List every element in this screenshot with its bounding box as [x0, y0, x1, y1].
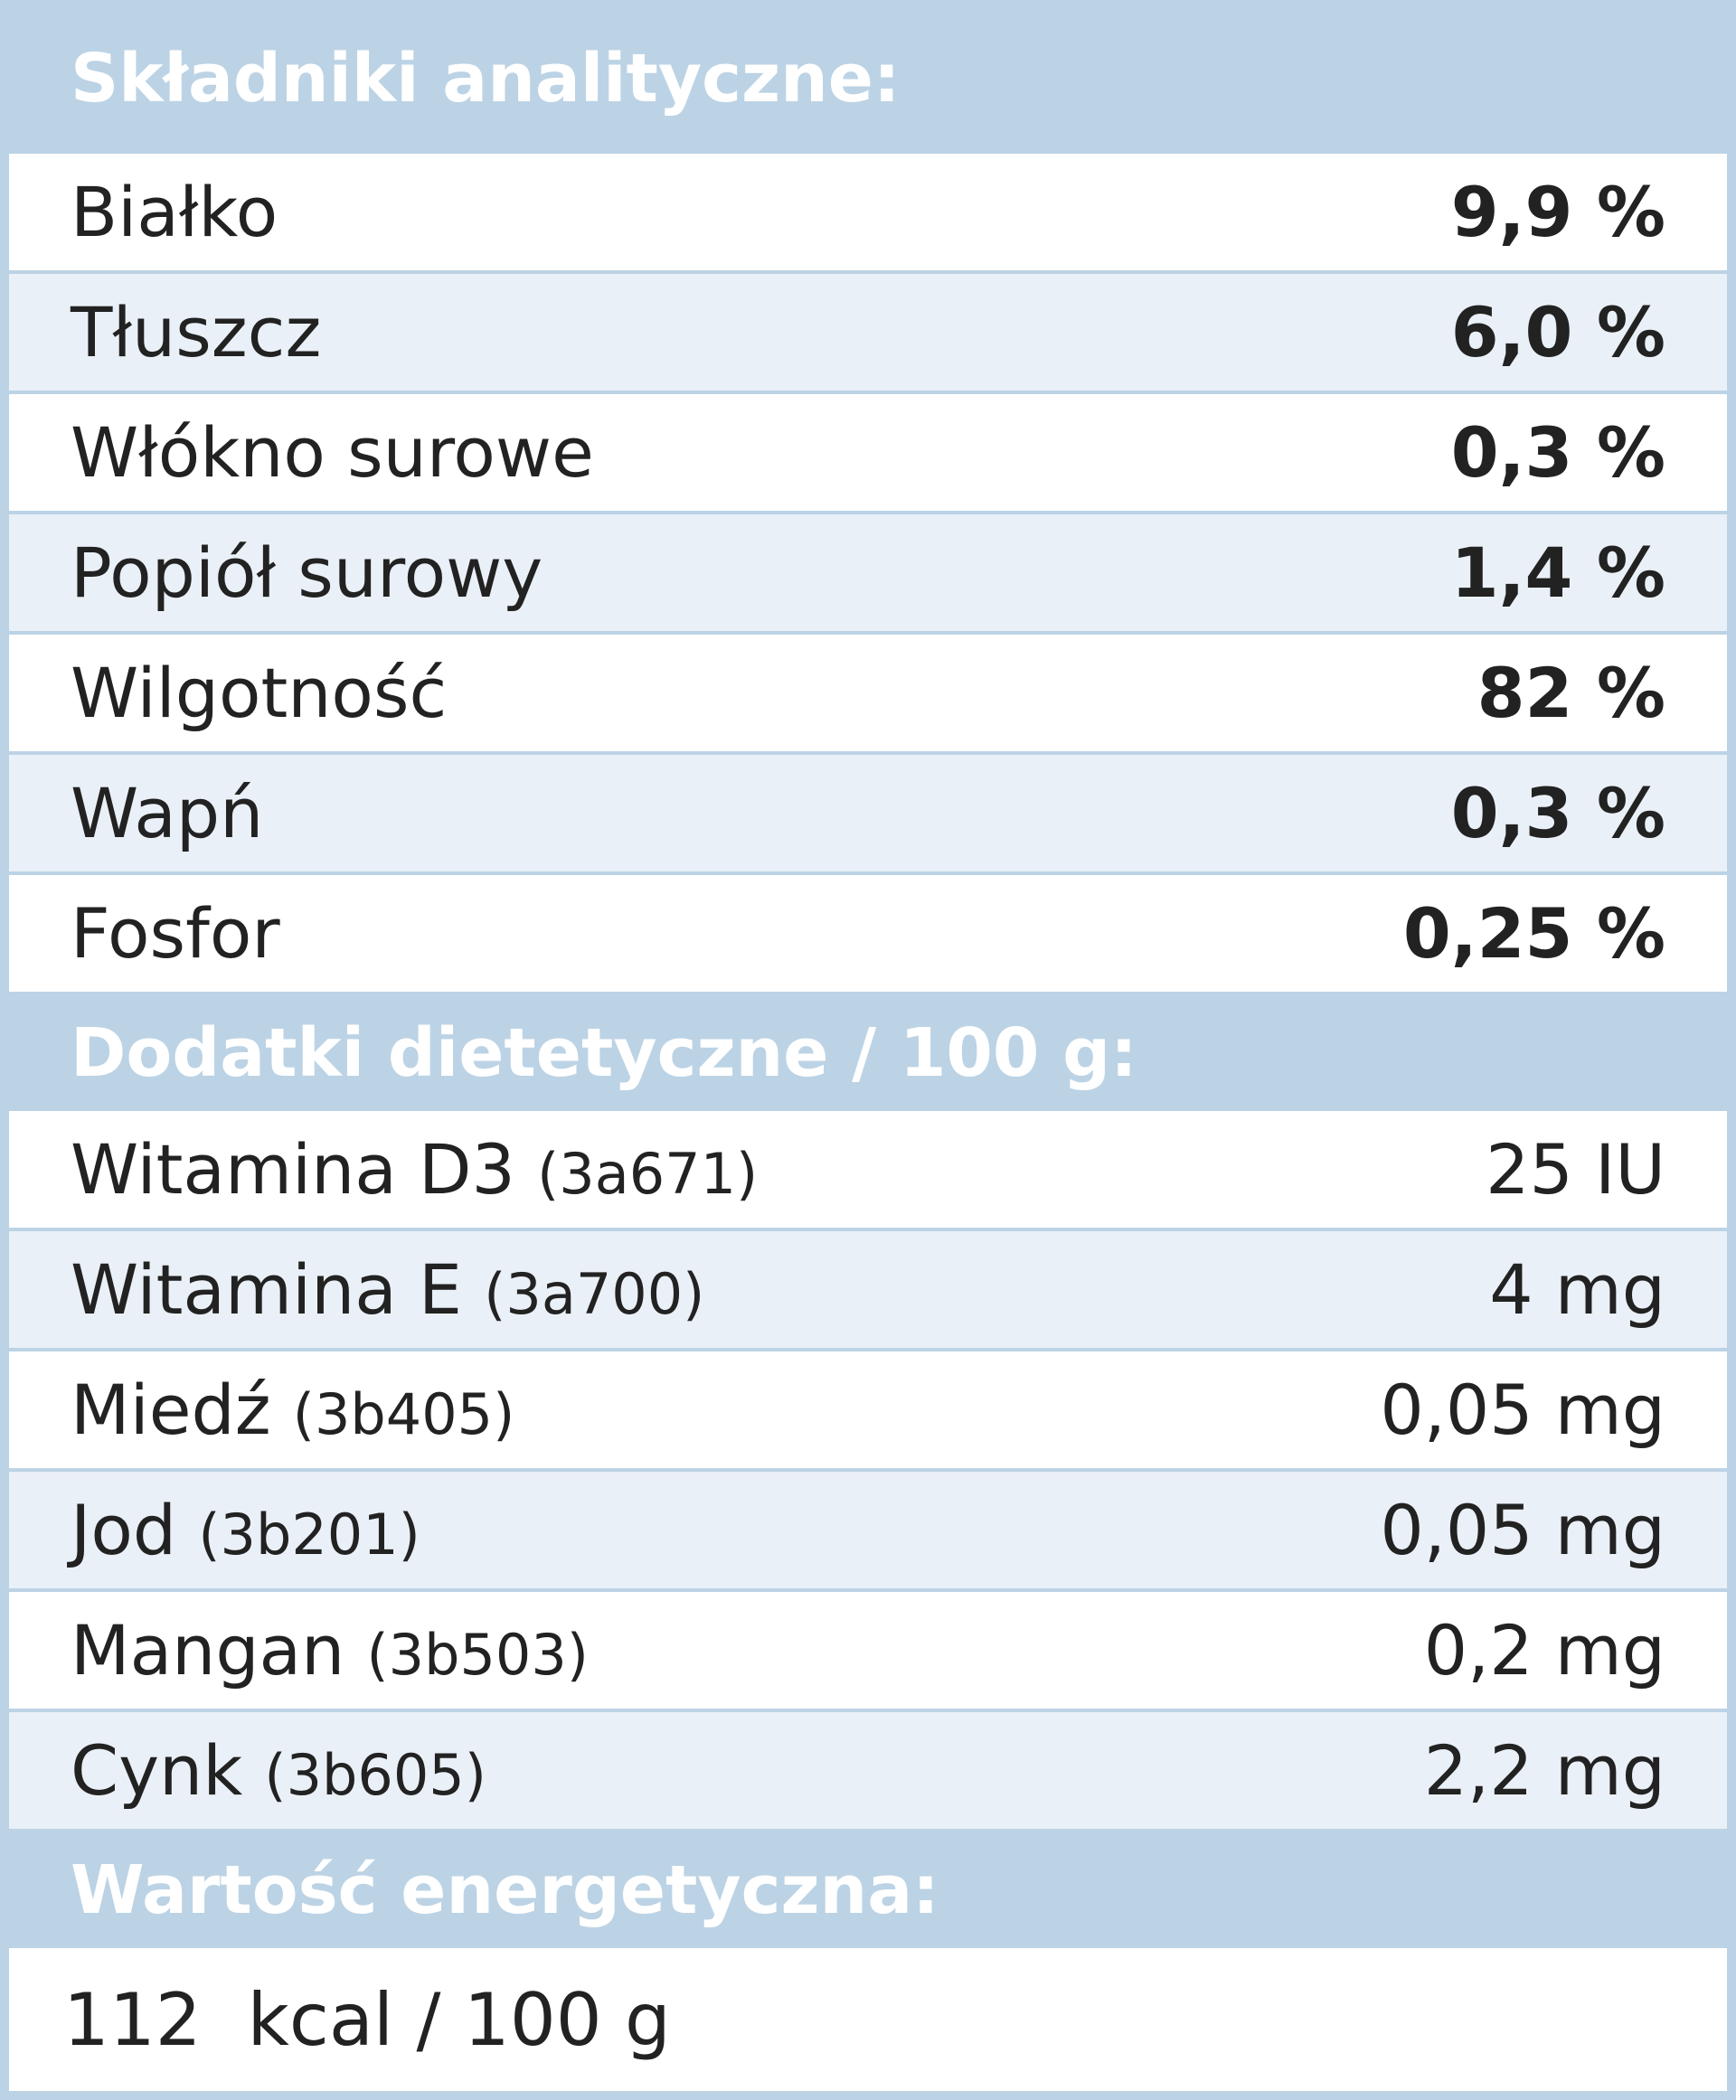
table-row: Wilgotność 82 %	[9, 635, 1727, 751]
table-row: Włókno surowe 0,3 %	[9, 394, 1727, 511]
nutrient-name: Mangan	[71, 1610, 345, 1690]
nutrient-name: Cynk	[71, 1730, 243, 1811]
table-row: Tłuszcz 6,0 %	[9, 274, 1727, 391]
nutrient-value: 82 %	[1477, 653, 1665, 733]
nutrient-name: Tłuszcz	[71, 292, 322, 372]
nutrient-value: 1,4 %	[1450, 532, 1665, 613]
nutrient-name: Witamina D3	[71, 1129, 515, 1210]
table-row: Jod (3b201) 0,05 mg	[9, 1472, 1727, 1588]
nutrient-value: 0,25 %	[1402, 893, 1665, 974]
row-label: Włókno surowe	[71, 412, 594, 493]
additive-code: (3a700)	[484, 1261, 705, 1327]
table-row: Mangan (3b503) 0,2 mg	[9, 1592, 1727, 1709]
nutrient-value: 4 mg	[1489, 1249, 1665, 1330]
additive-code: (3b605)	[264, 1742, 486, 1808]
nutrient-value: 0,3 %	[1450, 412, 1665, 493]
table-row: Cynk (3b605) 2,2 mg	[9, 1712, 1727, 1829]
nutrient-value: 2,2 mg	[1423, 1730, 1665, 1811]
nutrient-value: 6,0 %	[1450, 292, 1665, 372]
row-label: Tłuszcz	[71, 292, 321, 372]
table-row: Witamina E (3a700) 4 mg	[9, 1231, 1727, 1348]
table-row: Wapń 0,3 %	[9, 755, 1727, 871]
row-label: Witamina D3 (3a671)	[71, 1129, 758, 1210]
nutrient-name: Włókno surowe	[71, 412, 594, 493]
nutrient-name: Wapń	[71, 773, 264, 853]
nutrient-name: Białko	[71, 172, 278, 252]
nutrient-name: Popiół surowy	[71, 532, 543, 613]
row-label: Fosfor	[71, 893, 280, 974]
nutrient-value: 0,2 mg	[1423, 1610, 1665, 1690]
row-label: Białko	[71, 172, 278, 252]
nutrient-name: Wilgotność	[71, 653, 448, 733]
table-row: Miedź (3b405) 0,05 mg	[9, 1351, 1727, 1468]
row-label: Mangan (3b503)	[71, 1610, 589, 1690]
table-row: Fosfor 0,25 %	[9, 875, 1727, 992]
section-title: Składniki analityczne:	[9, 4, 1727, 154]
additive-code: (3b503)	[366, 1622, 589, 1688]
nutrient-value: 9,9 %	[1450, 172, 1665, 252]
nutrient-value: 0,3 %	[1450, 773, 1665, 853]
energy-value: 112 kcal / 100 g	[9, 1948, 1727, 2091]
row-label: Popiół surowy	[71, 532, 542, 613]
row-label: Wilgotność	[71, 653, 447, 733]
row-label: Cynk (3b605)	[71, 1730, 486, 1811]
table-row: Witamina D3 (3a671) 25 IU	[9, 1111, 1727, 1228]
row-label: Jod (3b201)	[71, 1490, 420, 1570]
table-row: Białko 9,9 %	[9, 154, 1727, 270]
row-label: Wapń	[71, 773, 263, 853]
additive-code: (3a671)	[537, 1141, 759, 1207]
section-title: Wartość energetyczna:	[9, 1832, 1727, 1948]
row-label: Miedź (3b405)	[71, 1370, 514, 1450]
nutrient-value: 0,05 mg	[1380, 1370, 1665, 1450]
section-title: Dodatki dietetyczne / 100 g:	[9, 995, 1727, 1111]
row-label: Witamina E (3a700)	[71, 1249, 704, 1330]
nutrient-value: 25 IU	[1486, 1129, 1665, 1210]
nutrient-name: Jod	[71, 1490, 177, 1570]
additive-code: (3b201)	[198, 1502, 420, 1568]
additive-code: (3b405)	[292, 1381, 515, 1447]
nutrient-name: Witamina E	[71, 1249, 463, 1330]
nutrient-value: 0,05 mg	[1380, 1490, 1665, 1570]
table-row: Popiół surowy 1,4 %	[9, 514, 1727, 631]
nutrient-name: Fosfor	[71, 893, 280, 974]
nutrient-name: Miedź	[71, 1370, 271, 1450]
